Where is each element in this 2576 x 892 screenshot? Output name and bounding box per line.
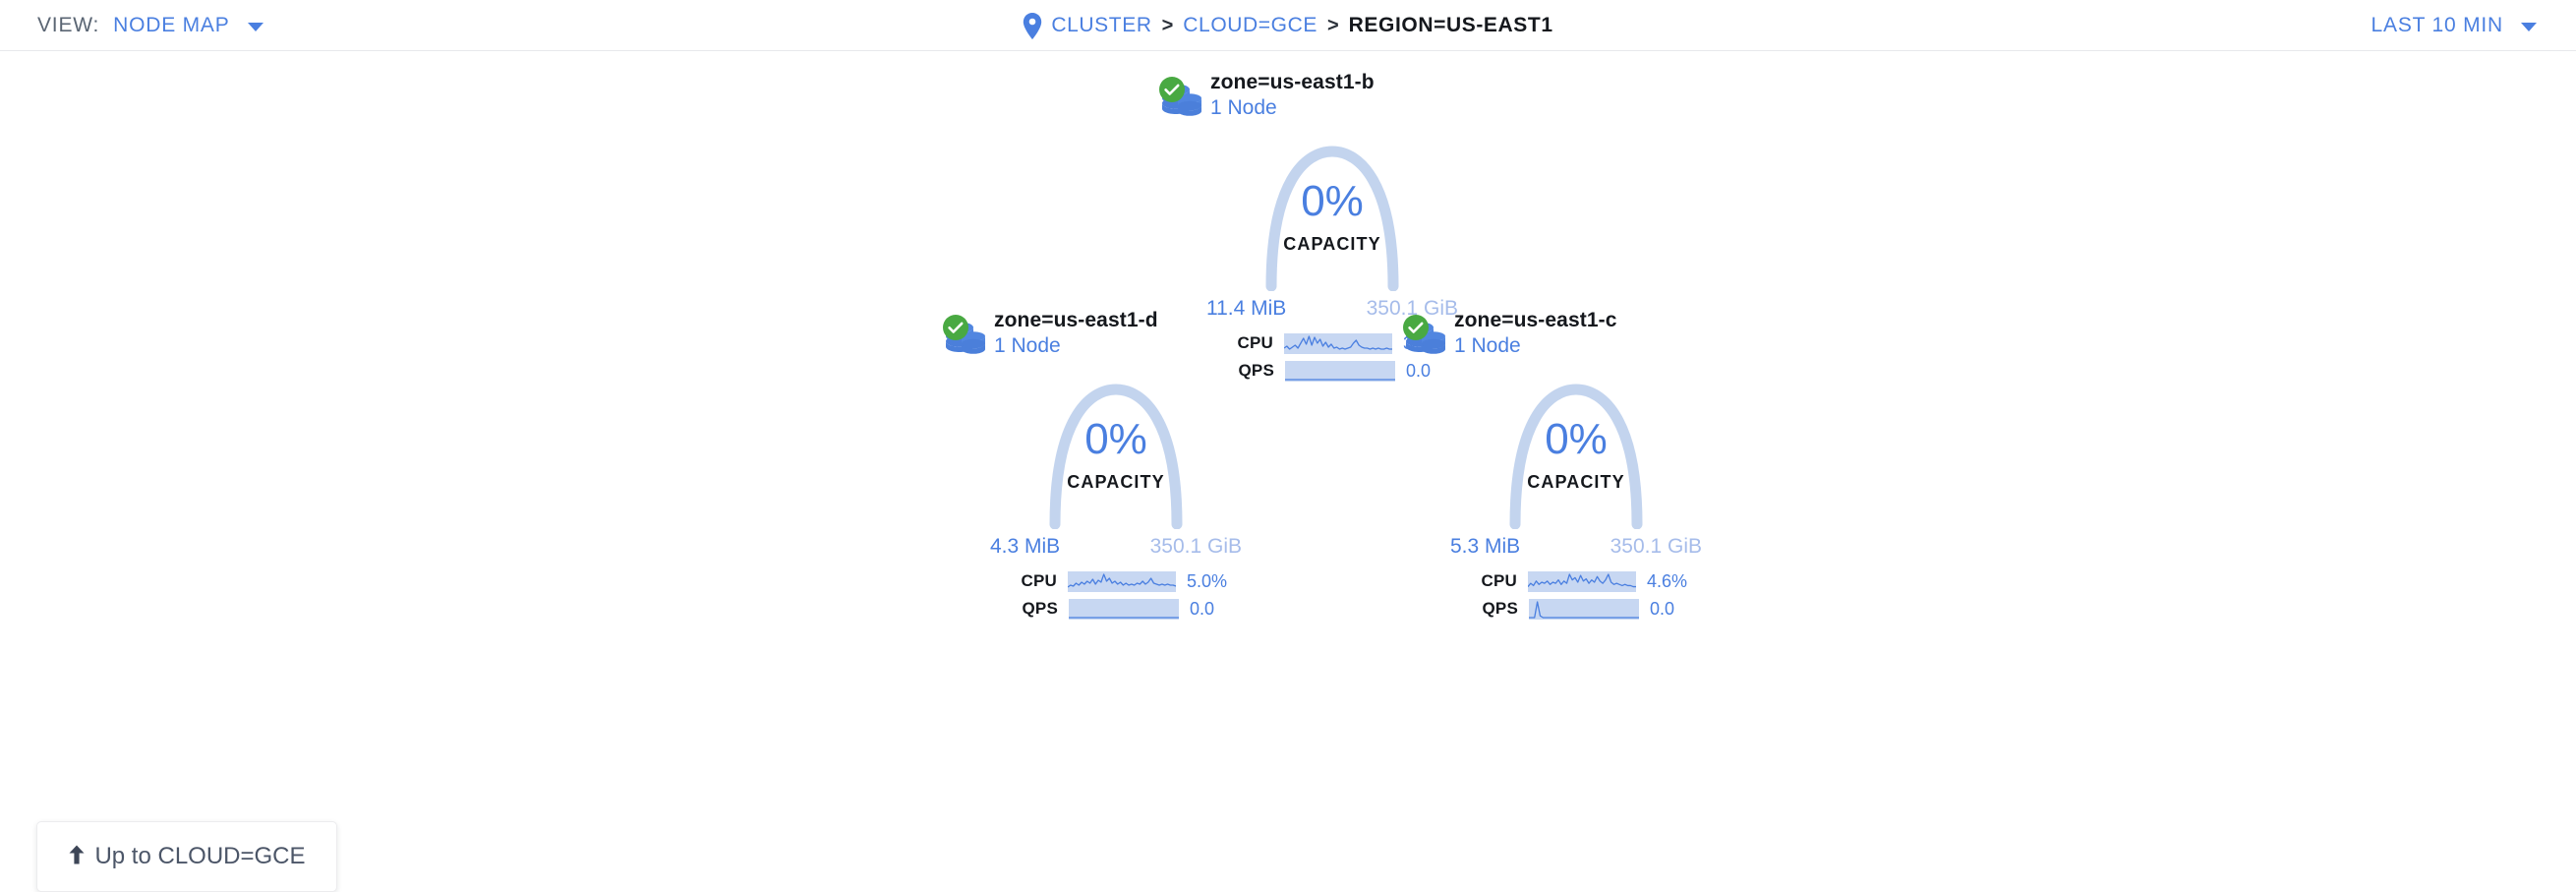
- check-circle-icon: [943, 315, 968, 340]
- map-pin-icon: [1023, 12, 1042, 39]
- node-card-zone-us-east1-c[interactable]: zone=us-east1-c 1 Node 0% CAPACITY 5.3 M…: [1389, 303, 1763, 623]
- breadcrumb-item-cloud[interactable]: CLOUD=GCE: [1183, 14, 1317, 36]
- node-name: zone=us-east1-d: [994, 309, 1158, 331]
- cpu-sparkline: [1068, 570, 1176, 592]
- qps-sparkline: [1069, 598, 1179, 620]
- node-metrics: CPU 5.0% QPS 0.0: [1005, 567, 1227, 623]
- capacity-label: CAPACITY: [1527, 472, 1625, 492]
- metric-label: CPU: [1021, 571, 1058, 590]
- capacity-gauge: 0% CAPACITY: [1234, 144, 1431, 291]
- node-titles: zone=us-east1-d 1 Node: [994, 303, 1158, 359]
- capacity-label: CAPACITY: [1067, 472, 1165, 492]
- cpu-sparkline: [1284, 332, 1392, 354]
- metric-value: 0.0: [1190, 598, 1215, 619]
- database-cluster-icon: [1145, 65, 1210, 126]
- gauge-arc: [1509, 384, 1643, 529]
- qps-sparkline: [1529, 598, 1639, 620]
- capacity-total: 350.1 GiB: [1610, 535, 1702, 558]
- node-header: zone=us-east1-b 1 Node: [1145, 65, 1519, 130]
- capacity-used: 5.3 MiB: [1450, 535, 1521, 558]
- metric-label: CPU: [1481, 571, 1518, 590]
- chevron-down-icon[interactable]: [2521, 22, 2537, 31]
- capacity-percent: 0%: [1545, 415, 1608, 463]
- capacity-percent: 0%: [1301, 177, 1364, 225]
- breadcrumb-separator: >: [1326, 14, 1339, 36]
- node-count[interactable]: 1 Node: [1210, 96, 1277, 119]
- breadcrumb-item-cluster[interactable]: CLUSTER: [1051, 14, 1152, 36]
- node-titles: zone=us-east1-c 1 Node: [1454, 303, 1616, 359]
- gauge-arc: [1049, 384, 1183, 529]
- metric-row-qps: QPS 0.0: [1465, 595, 1687, 623]
- capacity-values: 5.3 MiB 350.1 GiB: [1450, 535, 1702, 559]
- capacity-used: 4.3 MiB: [990, 535, 1061, 558]
- metric-row-cpu: CPU 4.6%: [1465, 567, 1687, 595]
- node-count[interactable]: 1 Node: [994, 334, 1061, 357]
- metric-label: QPS: [1022, 599, 1058, 618]
- breadcrumb-item-region: REGION=US-EAST1: [1348, 14, 1553, 36]
- time-range-value[interactable]: LAST 10 MIN: [2371, 14, 2503, 36]
- cpu-sparkline: [1528, 570, 1636, 592]
- qps-sparkline: [1285, 360, 1395, 382]
- node-card-zone-us-east1-d[interactable]: zone=us-east1-d 1 Node 0% CAPACITY 4.3 M…: [929, 303, 1303, 623]
- metric-row-qps: QPS 0.0: [1221, 357, 1443, 385]
- up-to-parent-label: Up to CLOUD=GCE: [94, 843, 306, 869]
- up-to-parent-button[interactable]: Up to CLOUD=GCE: [36, 821, 337, 892]
- capacity-gauge: 0% CAPACITY: [1018, 382, 1214, 529]
- node-name: zone=us-east1-b: [1210, 71, 1375, 93]
- view-value[interactable]: NODE MAP: [113, 14, 230, 36]
- check-circle-icon: [1403, 315, 1429, 340]
- node-count[interactable]: 1 Node: [1454, 334, 1521, 357]
- metric-label: QPS: [1238, 361, 1274, 380]
- database-cluster-icon: [929, 303, 994, 364]
- breadcrumb-separator: >: [1161, 14, 1174, 36]
- top-header-bar: VIEW: NODE MAP CLUSTER > CLOUD=GCE > REG…: [0, 0, 2576, 51]
- metric-label: QPS: [1482, 599, 1518, 618]
- metric-value: 0.0: [1406, 360, 1432, 381]
- metric-value: 5.0%: [1186, 570, 1227, 591]
- capacity-label: CAPACITY: [1283, 234, 1381, 254]
- capacity-gauge: 0% CAPACITY: [1478, 382, 1674, 529]
- node-titles: zone=us-east1-b 1 Node: [1210, 65, 1375, 121]
- capacity-values: 11.4 MiB 350.1 GiB: [1206, 297, 1458, 321]
- view-label: VIEW:: [37, 14, 100, 36]
- metric-value: 4.6%: [1646, 570, 1687, 591]
- capacity-values: 4.3 MiB 350.1 GiB: [990, 535, 1242, 559]
- capacity-percent: 0%: [1084, 415, 1147, 463]
- node-header: zone=us-east1-c 1 Node: [1389, 303, 1763, 368]
- database-cluster-icon: [1389, 303, 1454, 364]
- capacity-total: 350.1 GiB: [1366, 297, 1458, 320]
- node-name: zone=us-east1-c: [1454, 309, 1617, 331]
- metric-label: CPU: [1237, 333, 1274, 352]
- capacity-total: 350.1 GiB: [1149, 535, 1242, 558]
- metric-row-qps: QPS 0.0: [1005, 595, 1227, 623]
- node-map-canvas: zone=us-east1-b 1 Node 0% CAPACITY 11.4 …: [0, 51, 2576, 892]
- node-card-zone-us-east1-b[interactable]: zone=us-east1-b 1 Node 0% CAPACITY 11.4 …: [1145, 65, 1519, 385]
- check-circle-icon: [1159, 77, 1185, 102]
- node-metrics: CPU 4.6% QPS 0.0: [1465, 567, 1687, 623]
- metric-value: 0.0: [1650, 598, 1675, 619]
- node-header: zone=us-east1-d 1 Node: [929, 303, 1303, 368]
- arrow-up-icon: [68, 844, 86, 870]
- metric-row-cpu: CPU 5.0%: [1005, 567, 1227, 595]
- time-range-selector[interactable]: LAST 10 MIN: [2371, 0, 2537, 51]
- view-selector[interactable]: VIEW: NODE MAP: [37, 0, 263, 51]
- capacity-used: 11.4 MiB: [1206, 297, 1287, 320]
- gauge-arc: [1265, 146, 1399, 291]
- chevron-down-icon[interactable]: [247, 22, 263, 31]
- breadcrumb: CLUSTER > CLOUD=GCE > REGION=US-EAST1: [0, 0, 2576, 51]
